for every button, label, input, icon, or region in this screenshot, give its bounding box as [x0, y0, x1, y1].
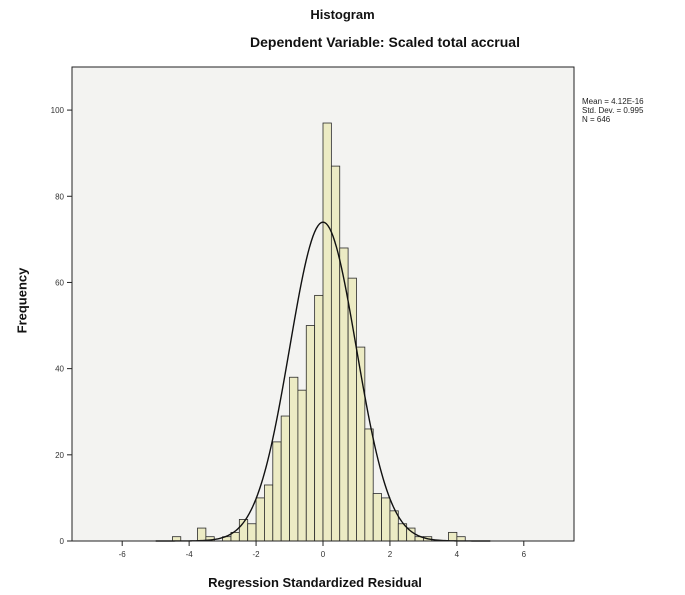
histogram-bar	[272, 441, 282, 542]
x-tick-label: 0	[321, 550, 326, 559]
chart-subtitle: Dependent Variable: Scaled total accrual	[250, 34, 520, 50]
y-tick-label: 0	[60, 537, 65, 546]
histogram-bar	[197, 527, 207, 542]
histogram-bar	[305, 325, 316, 542]
histogram-bar	[381, 497, 391, 542]
stats-mean: Mean = 4.12E-16	[582, 97, 644, 106]
y-tick-label: 80	[55, 192, 64, 201]
x-tick-label: -4	[186, 550, 194, 559]
normal-curve	[155, 221, 491, 542]
histogram-bar	[264, 484, 274, 542]
histogram-bar	[448, 531, 458, 542]
y-tick-label: 20	[55, 451, 64, 460]
y-tick-label: 60	[55, 278, 64, 287]
chart-title: Histogram	[310, 7, 375, 22]
x-tick-label: 6	[522, 550, 527, 559]
histogram-bar	[322, 122, 332, 542]
histogram-bar	[330, 165, 341, 542]
histogram-bar	[364, 428, 374, 542]
x-tick-label: 2	[388, 550, 393, 559]
x-tick-label: -2	[253, 550, 261, 559]
y-tick-label: 40	[55, 365, 64, 374]
stats-n: N = 646	[582, 115, 611, 124]
y-axis-ticks: 0 20 40 60 80 100	[51, 106, 72, 546]
histogram-bar	[247, 523, 257, 542]
x-axis-ticks: -6 -4 -2 0 2 4 6	[119, 541, 527, 559]
x-tick-label: 4	[455, 550, 460, 559]
histogram-bar	[255, 497, 265, 542]
y-tick-label: 100	[51, 106, 65, 115]
x-tick-label: -6	[119, 550, 127, 559]
histogram-bar	[280, 415, 290, 542]
stats-legend: Mean = 4.12E-16 Std. Dev. = 0.995 N = 64…	[582, 97, 644, 124]
histogram-bar	[297, 389, 307, 542]
histogram-bar	[372, 493, 382, 542]
histogram-bar	[314, 294, 324, 542]
x-axis-label: Regression Standardized Residual	[208, 575, 422, 590]
histogram-bar	[406, 527, 416, 542]
histogram-bar	[347, 277, 357, 542]
histogram-bar	[289, 376, 299, 542]
stats-sd: Std. Dev. = 0.995	[582, 106, 644, 115]
